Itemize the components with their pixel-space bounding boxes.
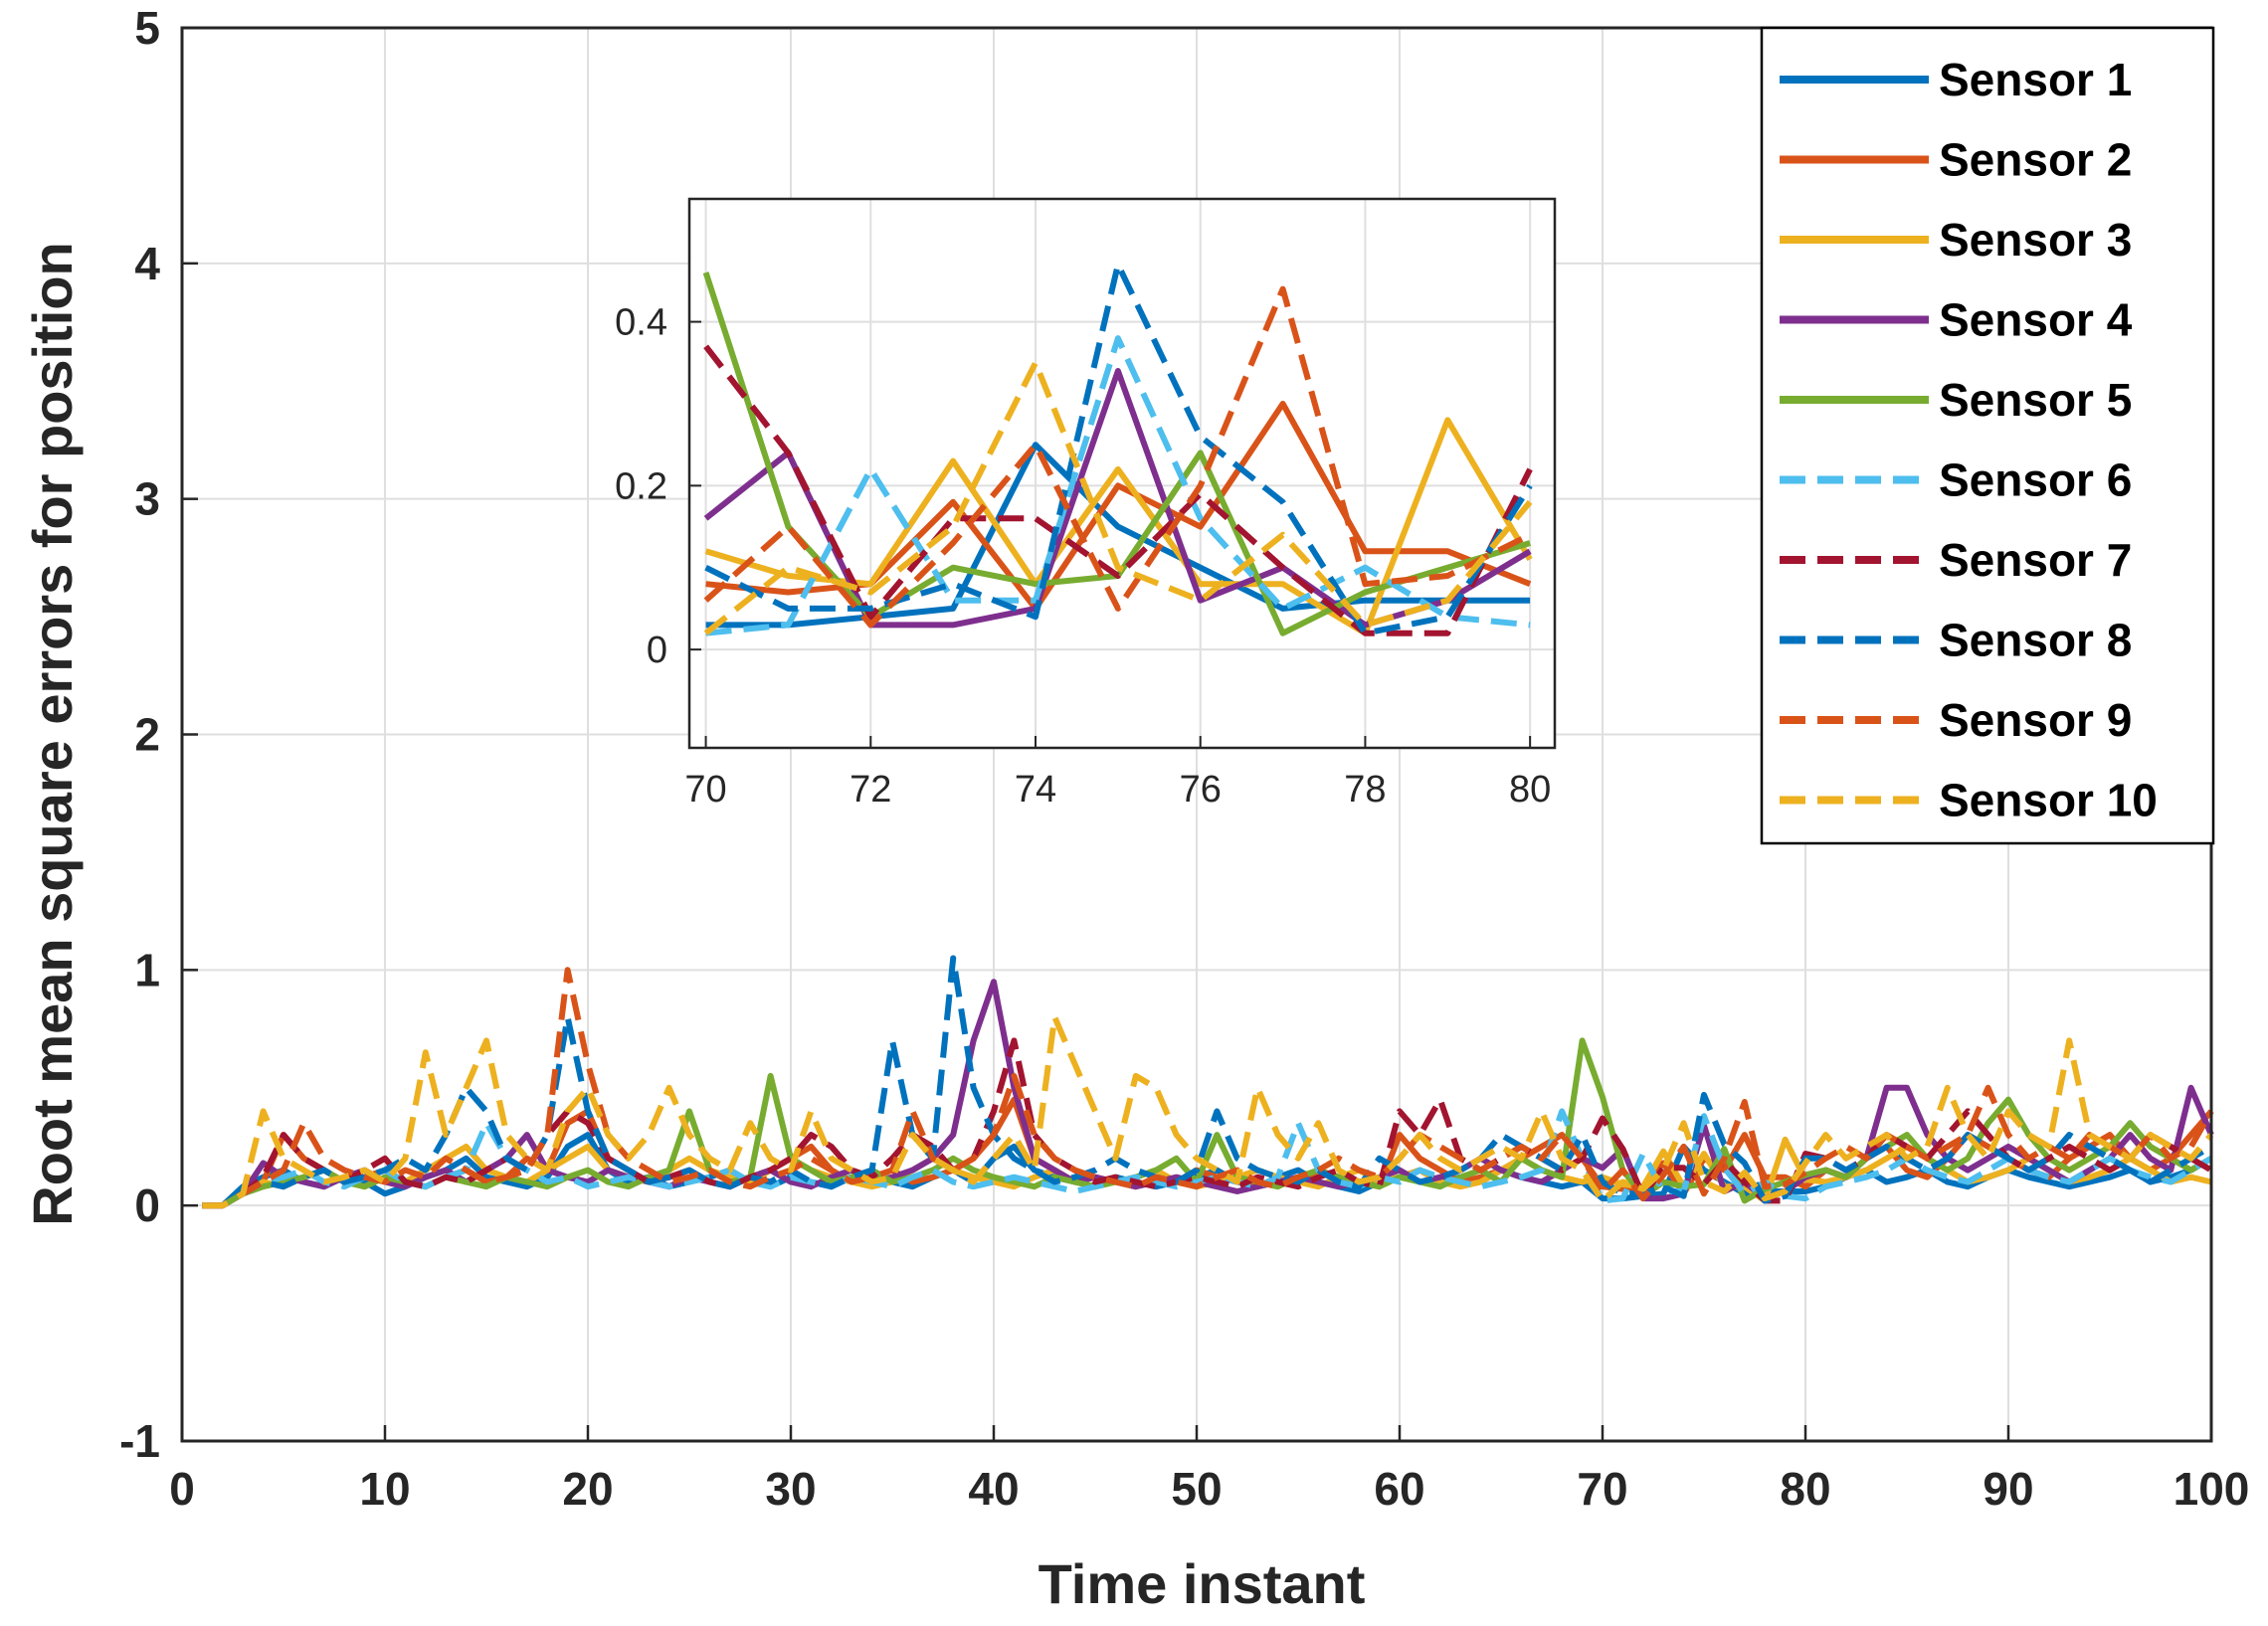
inset-x-tick-label: 78 — [1344, 769, 1386, 811]
x-axis-label: Time instant — [1039, 1552, 1366, 1615]
y-tick-label: 1 — [134, 944, 160, 995]
x-tick-label: 10 — [359, 1463, 410, 1515]
x-tick-label: 80 — [1780, 1463, 1830, 1515]
inset-x-tick-label: 80 — [1509, 769, 1551, 811]
legend-label-sensor-1: Sensor 1 — [1939, 54, 2132, 105]
y-axis-label: Root mean square errors for position — [21, 242, 84, 1226]
x-tick-label: 30 — [765, 1463, 816, 1515]
legend-label-sensor-8: Sensor 8 — [1939, 615, 2132, 666]
legend-label-sensor-4: Sensor 4 — [1939, 294, 2133, 346]
legend: Sensor 1 Sensor 2 Sensor 3 Sensor 4 Sensor 5… — [1760, 26, 2215, 845]
inset-x-tick-label: 76 — [1180, 769, 1222, 811]
x-tick-label: 0 — [169, 1463, 195, 1515]
inset-y-tick-label: 0.4 — [615, 302, 667, 344]
inset-chart: 70 72 74 76 78 80 0 0.2 0.4 — [615, 197, 1557, 811]
y-tick-label: 3 — [134, 473, 160, 525]
inset-frame — [687, 197, 1557, 750]
x-tick-label: 50 — [1171, 1463, 1222, 1515]
x-tick-label: 40 — [968, 1463, 1019, 1515]
inset-series-line-sensor-9 — [703, 285, 1532, 629]
legend-box — [1760, 26, 2215, 845]
series-line-sensor-10 — [202, 1013, 2214, 1209]
x-tick-label: 60 — [1374, 1463, 1424, 1515]
y-tick-label: 5 — [134, 2, 160, 54]
x-tick-label: 20 — [562, 1463, 613, 1515]
legend-label-sensor-3: Sensor 3 — [1939, 214, 2132, 266]
inset-series-line-sensor-10 — [703, 359, 1533, 636]
inset-series-line-sensor-1 — [705, 442, 1531, 629]
inset-y-tick-label: 0 — [647, 630, 667, 671]
y-tick-label: 0 — [134, 1179, 160, 1231]
inset-series-line-sensor-8 — [704, 261, 1533, 636]
inset-x-tick-label: 74 — [1015, 769, 1056, 811]
legend-label-sensor-7: Sensor 7 — [1939, 534, 2132, 586]
inset-series-line-sensor-7 — [703, 344, 1533, 636]
legend-label-sensor-9: Sensor 9 — [1939, 694, 2132, 746]
inset-y-tick-label: 0.2 — [615, 465, 667, 507]
legend-label-sensor-2: Sensor 2 — [1939, 134, 2132, 186]
x-tick-label: 70 — [1577, 1463, 1627, 1515]
y-tick-label: 2 — [134, 709, 160, 761]
x-tick-label: 100 — [2174, 1463, 2250, 1515]
y-tick-label: -1 — [119, 1415, 160, 1467]
legend-label-sensor-5: Sensor 5 — [1939, 374, 2132, 426]
y-tick-label: 4 — [134, 238, 160, 289]
inset-series — [702, 261, 1533, 636]
main-series — [202, 955, 2214, 1209]
series-line-sensor-9 — [202, 967, 2214, 1209]
x-tick-label: 90 — [1983, 1463, 2033, 1515]
inset-x-tick-label: 70 — [684, 769, 726, 811]
legend-label-sensor-10: Sensor 10 — [1939, 775, 2158, 826]
inset-x-tick-label: 72 — [850, 769, 891, 811]
legend-label-sensor-6: Sensor 6 — [1939, 454, 2132, 506]
